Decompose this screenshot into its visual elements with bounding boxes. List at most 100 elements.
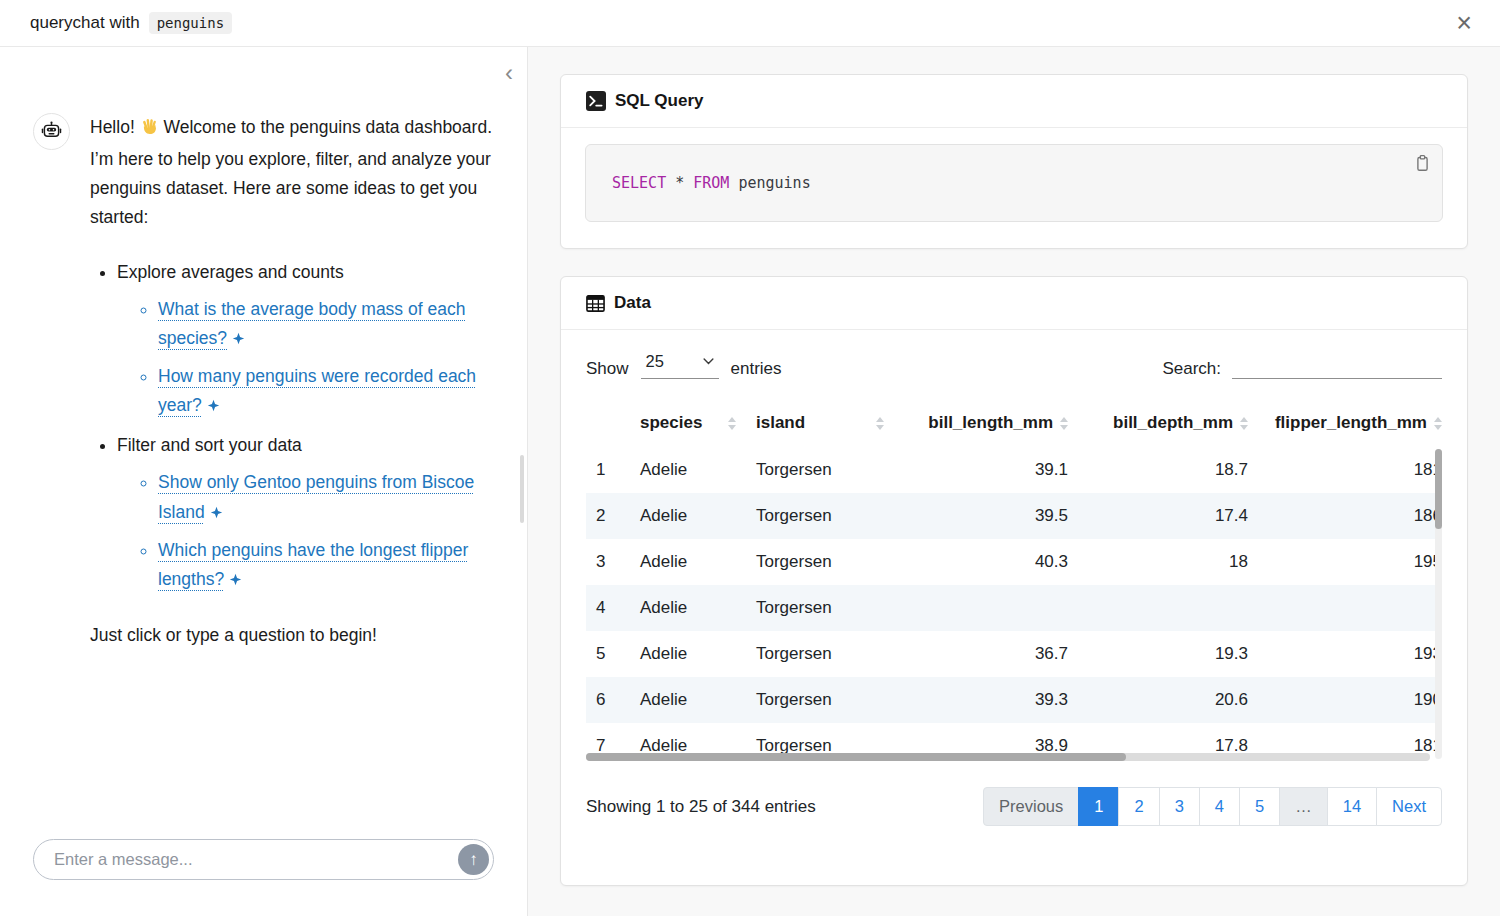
sort-icon [1240, 417, 1248, 430]
page-button-5[interactable]: 5 [1239, 787, 1280, 826]
vertical-scrollbar[interactable] [1435, 449, 1442, 759]
cell-row-index: 2 [586, 493, 630, 539]
sort-icon [1434, 417, 1442, 430]
topic-label: Explore averages and counts [117, 262, 344, 282]
table-row: 6AdelieTorgersen39.320.6190 [586, 677, 1442, 723]
data-card-title: Data [614, 293, 651, 313]
suggestion-link[interactable]: How many penguins were recorded each yea… [158, 366, 476, 415]
column-header-species[interactable]: species [630, 405, 746, 447]
page-button-next[interactable]: Next [1376, 787, 1442, 826]
chat-message-input[interactable] [33, 839, 494, 880]
suggestion-item: How many penguins were recorded each yea… [158, 362, 494, 421]
page-button-2[interactable]: 2 [1118, 787, 1159, 826]
table-row: 5AdelieTorgersen36.719.3193 [586, 631, 1442, 677]
cell-bill-length: 39.1 [894, 447, 1078, 493]
suggestion-item: Which penguins have the longest flipper … [158, 536, 494, 595]
sparkle-icon [210, 499, 223, 528]
column-header-flipper-length[interactable]: flipper_length_mm [1258, 405, 1470, 447]
cell-species: Adelie [630, 447, 746, 493]
cell-island: Torgersen [746, 585, 894, 631]
title-bar: querychat with penguins × [0, 0, 1500, 47]
table-row: 2AdelieTorgersen39.517.4186 [586, 493, 1442, 539]
table-row: 3AdelieTorgersen40.318195 [586, 539, 1442, 585]
suggestion-link[interactable]: What is the average body mass of each sp… [158, 299, 465, 348]
table-row: 1AdelieTorgersen39.118.7181 [586, 447, 1442, 493]
cell-species: Adelie [630, 539, 746, 585]
table-controls: Show 25 entries Search: [586, 352, 1442, 379]
cell-species: Adelie [630, 677, 746, 723]
page-button-14[interactable]: 14 [1327, 787, 1377, 826]
cell-bill-depth: 18.7 [1078, 447, 1258, 493]
cell-flipper-length: 186 [1258, 493, 1442, 539]
column-header-index [586, 405, 630, 447]
search-input[interactable] [1232, 353, 1442, 379]
cell-bill-depth: 18 [1078, 539, 1258, 585]
cell-flipper-length: 181 [1258, 447, 1442, 493]
page-button-1[interactable]: 1 [1078, 787, 1119, 826]
data-card-header: Data [561, 277, 1467, 330]
page-button-…: … [1279, 787, 1328, 826]
table-footer: Showing 1 to 25 of 344 entries Previous1… [586, 787, 1442, 826]
table-row: 4AdelieTorgersen [586, 585, 1442, 631]
cell-row-index: 6 [586, 677, 630, 723]
chat-scrollbar[interactable] [520, 455, 524, 523]
assistant-message: Hello! Welcome to the penguins data dash… [33, 113, 494, 650]
main-content: SQL Query SELECT * FROM penguins [528, 47, 1500, 916]
entries-label: entries [731, 359, 782, 379]
suggestion-item: What is the average body mass of each sp… [158, 295, 494, 354]
topic-label: Filter and sort your data [117, 435, 302, 455]
page-size-value: 25 [646, 352, 664, 371]
cell-species: Adelie [630, 585, 746, 631]
data-table-wrap: species island bill_length_mm bill_depth… [586, 405, 1442, 765]
cell-species: Adelie [630, 631, 746, 677]
sql-card-header: SQL Query [561, 75, 1467, 128]
table-header-row: species island bill_length_mm bill_depth… [586, 405, 1470, 447]
topic-item: Filter and sort your data Show only Gent… [117, 431, 494, 594]
suggestion-topics: Explore averages and counts What is the … [90, 258, 494, 594]
cell-island: Torgersen [746, 677, 894, 723]
sql-code: SELECT * FROM penguins [612, 174, 811, 192]
cell-island: Torgersen [746, 447, 894, 493]
suggestion-link[interactable]: Show only Gentoo penguins from Biscoe Is… [158, 472, 474, 521]
app-title: querychat with penguins [30, 12, 232, 34]
page-button-previous: Previous [983, 787, 1079, 826]
sql-code-block: SELECT * FROM penguins [585, 144, 1443, 222]
cell-species: Adelie [630, 493, 746, 539]
column-header-bill-length[interactable]: bill_length_mm [894, 405, 1078, 447]
cell-island: Torgersen [746, 631, 894, 677]
cell-bill-depth: 20.6 [1078, 677, 1258, 723]
search-control: Search: [1162, 353, 1442, 379]
send-button[interactable]: ↑ [458, 844, 489, 875]
cell-bill-depth: 17.4 [1078, 493, 1258, 539]
sql-card-body: SELECT * FROM penguins [561, 128, 1467, 248]
cell-island: Torgersen [746, 539, 894, 585]
page-button-3[interactable]: 3 [1159, 787, 1200, 826]
page-button-4[interactable]: 4 [1199, 787, 1240, 826]
data-card-body: Show 25 entries Search: [561, 330, 1467, 885]
waving-hand-icon [140, 116, 159, 145]
table-info: Showing 1 to 25 of 344 entries [586, 797, 816, 817]
page-size-select[interactable]: 25 [641, 352, 719, 379]
cell-flipper-length: 195 [1258, 539, 1442, 585]
page-size-control: Show 25 entries [586, 352, 782, 379]
copy-icon[interactable] [1414, 154, 1431, 177]
suggestion-link[interactable]: Which penguins have the longest flipper … [158, 540, 468, 589]
horizontal-scrollbar-thumb[interactable] [586, 753, 1126, 761]
greeting-text: Hello! Welcome to the penguins data dash… [90, 113, 494, 232]
sparkle-icon [229, 566, 242, 595]
collapse-sidebar-icon[interactable]: ‹ [505, 61, 513, 85]
cell-bill-length: 39.3 [894, 677, 1078, 723]
column-header-bill-depth[interactable]: bill_depth_mm [1078, 405, 1258, 447]
vertical-scrollbar-thumb[interactable] [1435, 449, 1442, 529]
terminal-icon [586, 91, 606, 111]
table-scroll-area[interactable]: 1AdelieTorgersen39.118.71812AdelieTorger… [586, 447, 1442, 765]
close-icon[interactable]: × [1450, 10, 1478, 37]
suggestion-item: Show only Gentoo penguins from Biscoe Is… [158, 468, 494, 527]
column-header-island[interactable]: island [746, 405, 894, 447]
cell-bill-length: 40.3 [894, 539, 1078, 585]
cell-flipper-length: 190 [1258, 677, 1442, 723]
sort-icon [1060, 417, 1068, 430]
robot-avatar [33, 113, 70, 150]
horizontal-scrollbar[interactable] [586, 753, 1430, 761]
cell-island: Torgersen [746, 493, 894, 539]
